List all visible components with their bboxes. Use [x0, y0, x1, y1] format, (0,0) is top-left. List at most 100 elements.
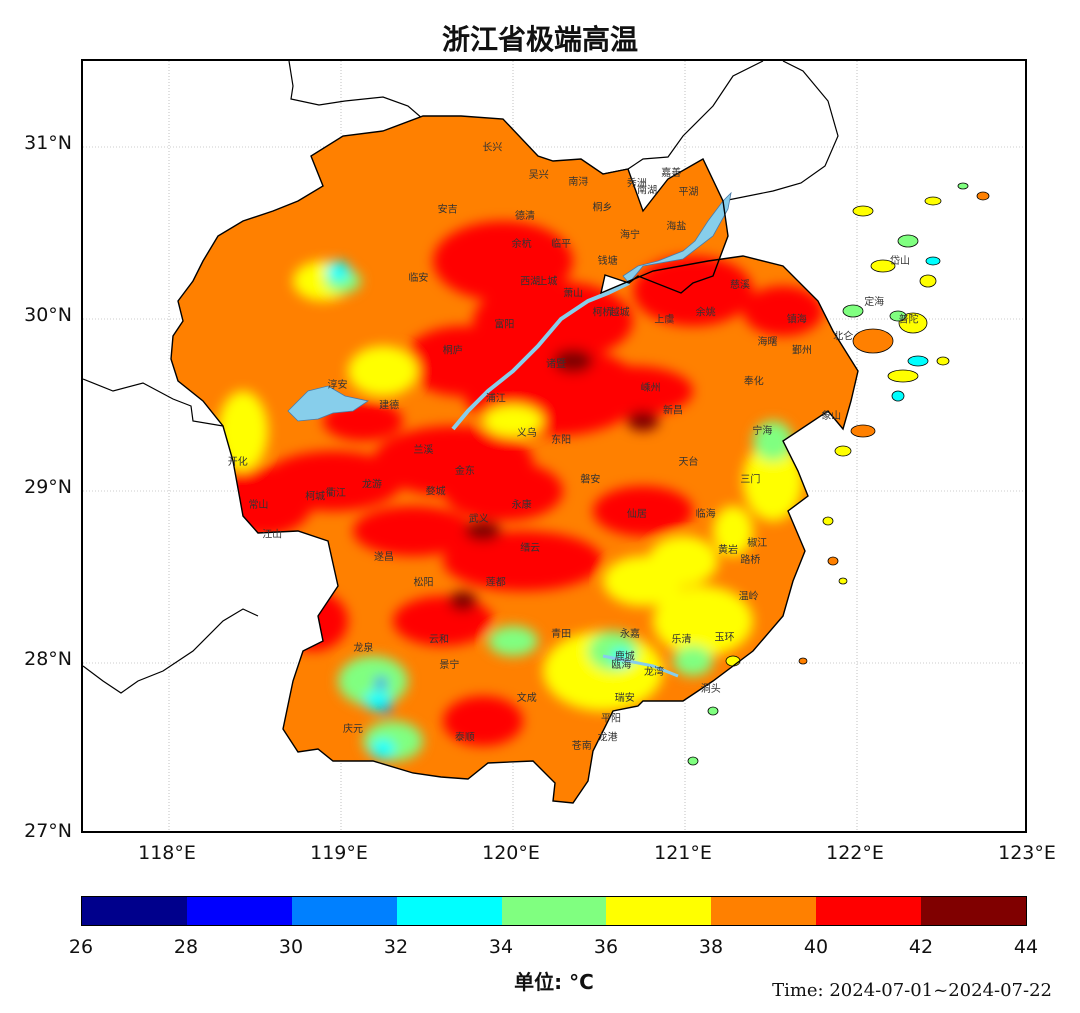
city-label: 泰顺 — [455, 730, 475, 743]
city-label: 岱山 — [890, 254, 910, 267]
colorbar-segment — [711, 897, 817, 925]
city-label: 永嘉 — [620, 627, 640, 640]
unit-label: 单位: °C — [514, 970, 594, 994]
city-label: 磐安 — [580, 472, 600, 485]
map-title: 浙江省极端高温 — [441, 23, 638, 56]
city-label: 淳安 — [328, 378, 348, 391]
city-label: 常山 — [248, 498, 268, 511]
lon-label: 118°E — [138, 842, 196, 864]
city-label: 临海 — [696, 507, 716, 520]
city-label: 龙港 — [598, 730, 618, 743]
city-label: 三门 — [740, 472, 760, 485]
province-boundary — [170, 115, 859, 804]
heat-blob — [753, 421, 793, 461]
city-label: 婺城 — [426, 485, 446, 497]
colorbar-tick: 42 — [908, 936, 934, 958]
city-label: 青田 — [551, 627, 571, 640]
city-label: 象山 — [821, 410, 841, 422]
lat-label: 27°N — [24, 820, 72, 842]
city-label: 龙泉 — [353, 641, 373, 654]
island — [936, 356, 950, 366]
neighbor-boundary — [83, 378, 224, 427]
city-label: 上城 — [537, 276, 557, 288]
colorbar-segment — [606, 897, 712, 925]
city-label: 柯桥 — [592, 306, 612, 319]
heat-blob — [363, 721, 423, 761]
colorbar-segment — [501, 897, 607, 925]
city-label: 萧山 — [563, 288, 583, 300]
heat-blob — [371, 739, 395, 759]
heat-blob — [449, 591, 477, 611]
qiandao-lake — [287, 385, 370, 422]
city-label: 海曙 — [758, 335, 778, 348]
colorbar-tick: 30 — [278, 936, 304, 958]
island — [870, 259, 896, 273]
heat-blob — [488, 626, 538, 656]
city-label: 遂昌 — [374, 550, 394, 563]
city-label: 嵊州 — [641, 381, 661, 394]
city-label: 新昌 — [663, 404, 683, 417]
city-label: 桐庐 — [443, 343, 463, 356]
water-bodies — [287, 191, 732, 678]
city-label: 南湖 — [637, 183, 657, 196]
time-range-label: Time: 2024-07-01~2024-07-22 — [772, 980, 1052, 1001]
city-label: 天台 — [678, 455, 698, 468]
heat-blob — [673, 646, 713, 676]
lat-label: 29°N — [24, 476, 72, 498]
city-label: 鹿城 — [615, 650, 635, 663]
colorbar-tick: 28 — [173, 936, 199, 958]
colorbar — [81, 896, 1027, 926]
heat-blob — [326, 261, 350, 281]
colorbar-segment — [396, 897, 502, 925]
islands — [687, 182, 990, 766]
colorbar-tick: 44 — [1013, 936, 1039, 958]
heat-blob — [443, 461, 563, 521]
island — [707, 706, 719, 716]
city-label: 慈溪 — [730, 278, 750, 291]
city-label: 宁海 — [752, 424, 772, 437]
island — [976, 191, 990, 201]
city-label: 平湖 — [678, 186, 698, 198]
city-label: 金东 — [455, 464, 475, 477]
city-label: 安吉 — [438, 202, 458, 215]
neighbor-boundary — [722, 61, 839, 202]
heat-blob — [465, 521, 501, 541]
heat-blob — [633, 256, 753, 326]
city-label: 长兴 — [482, 141, 502, 153]
ou-river — [602, 654, 679, 678]
island — [919, 274, 937, 288]
city-label: 上虞 — [654, 312, 674, 325]
city-label: 北仑 — [833, 330, 853, 343]
colorbar-segment — [82, 897, 187, 925]
city-label: 松阳 — [414, 576, 434, 589]
island — [852, 328, 894, 354]
heat-field — [171, 116, 858, 803]
city-label: 余杭 — [512, 237, 532, 250]
heat-blob — [713, 506, 753, 556]
city-label: 定海 — [864, 295, 884, 308]
neighbor-boundary — [288, 61, 439, 120]
city-label: 越城 — [610, 306, 630, 319]
heat-blob — [743, 286, 823, 336]
city-label: 南浔 — [568, 175, 588, 188]
city-label: 苍南 — [572, 739, 592, 752]
city-label: 仙居 — [627, 507, 647, 520]
lat-label: 28°N — [24, 648, 72, 670]
lon-label: 121°E — [654, 842, 712, 864]
island — [887, 369, 919, 383]
colorbar-tick: 36 — [593, 936, 619, 958]
city-label: 钱塘 — [598, 254, 618, 267]
city-label: 景宁 — [439, 658, 459, 671]
city-label: 路桥 — [740, 553, 760, 566]
city-label: 柯城 — [305, 490, 325, 503]
city-label: 西湖 — [520, 276, 540, 288]
city-label: 乐清 — [672, 632, 692, 645]
island — [798, 657, 808, 665]
city-label: 海宁 — [620, 228, 640, 241]
city-label: 洞头 — [701, 683, 721, 695]
island — [897, 234, 919, 248]
qiantang-river — [451, 281, 630, 431]
city-label: 龙湾 — [644, 665, 664, 678]
colorbar-segment — [816, 897, 922, 925]
neighbor-boundary — [83, 608, 259, 694]
